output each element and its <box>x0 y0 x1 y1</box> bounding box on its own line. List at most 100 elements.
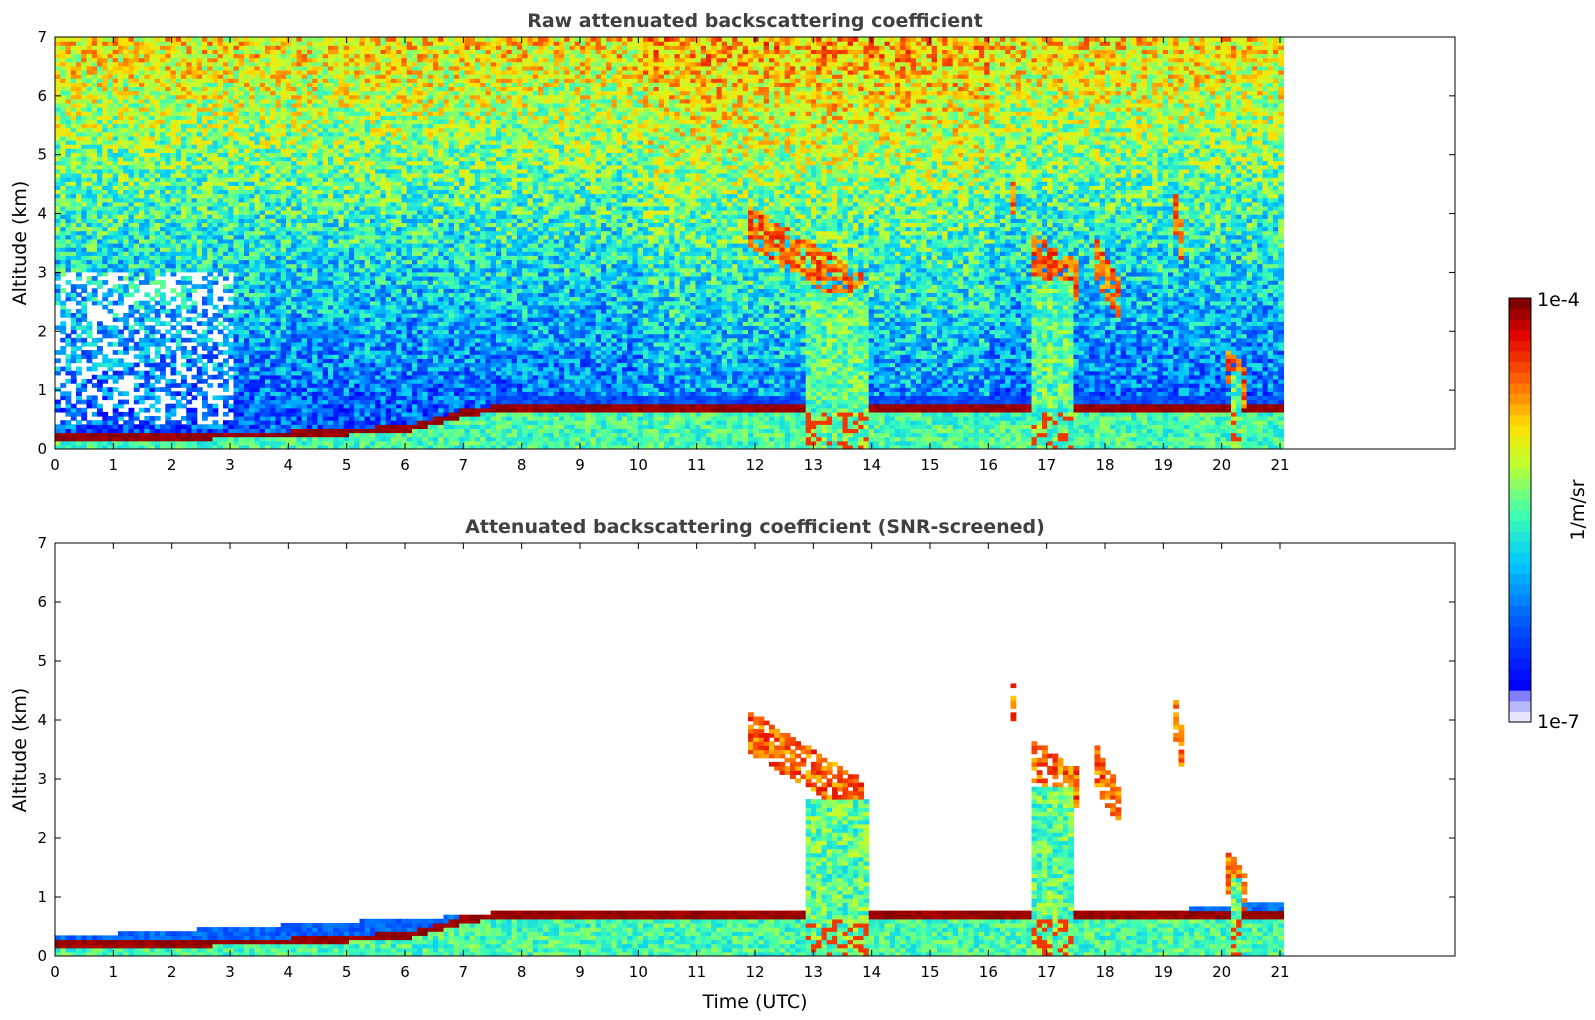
heatmap-cell <box>333 144 340 149</box>
heatmap-cell <box>128 313 135 318</box>
heatmap-cell <box>86 177 93 182</box>
heatmap-cell <box>118 296 124 302</box>
heatmap-cell <box>144 346 151 351</box>
heatmap-cell <box>65 205 72 211</box>
heatmap-cell <box>333 65 340 71</box>
heatmap-cell <box>275 218 282 224</box>
heatmap-cell <box>223 214 229 219</box>
heatmap-cell <box>191 148 198 153</box>
heatmap-cell <box>149 308 156 314</box>
heatmap-cell <box>191 218 198 224</box>
heatmap-cell <box>133 276 140 281</box>
heatmap-cell <box>112 403 119 409</box>
heatmap-cell <box>165 432 172 438</box>
heatmap-cell <box>160 119 166 125</box>
heatmap-cell <box>265 41 271 46</box>
heatmap-cell <box>181 346 187 351</box>
heatmap-cell <box>307 440 313 446</box>
heatmap-cell <box>317 53 324 59</box>
heatmap-cell <box>280 333 287 339</box>
heatmap-cell <box>102 271 109 277</box>
heatmap-cell <box>202 61 208 67</box>
heatmap-cell <box>317 173 324 178</box>
heatmap-cell <box>291 350 298 355</box>
heatmap-cell <box>254 131 261 137</box>
heatmap-cell <box>191 123 198 129</box>
heatmap-cell <box>123 156 130 162</box>
heatmap-cell <box>322 197 329 203</box>
heatmap-cell <box>102 259 109 265</box>
heatmap-cell <box>338 94 345 100</box>
heatmap-cell <box>170 57 177 63</box>
heatmap-cell <box>207 374 214 380</box>
heatmap-cell <box>139 131 145 137</box>
heatmap-cell <box>97 102 103 108</box>
heatmap-cell <box>233 333 240 339</box>
heatmap-cell <box>259 444 266 449</box>
heatmap-cell <box>76 65 82 71</box>
heatmap-cell <box>275 411 282 417</box>
heatmap-cell <box>175 424 182 430</box>
heatmap-cell <box>65 90 72 96</box>
heatmap-cell <box>81 86 88 92</box>
heatmap-cell <box>55 98 61 104</box>
heatmap-cell <box>254 135 261 141</box>
heatmap-cell <box>317 205 324 211</box>
heatmap-cell <box>128 144 135 149</box>
heatmap-cell <box>76 383 82 388</box>
heatmap-cell <box>244 152 250 158</box>
heatmap-cell <box>128 407 135 413</box>
heatmap-cell <box>170 41 177 46</box>
heatmap-cell <box>296 267 303 273</box>
heatmap-cell <box>333 238 340 244</box>
heatmap-cell <box>228 119 235 125</box>
heatmap-cell <box>70 234 77 240</box>
heatmap-cell <box>280 362 287 368</box>
heatmap-cell <box>333 350 340 355</box>
heatmap-cell <box>259 140 266 145</box>
heatmap-cell <box>228 251 235 256</box>
heatmap-cell <box>191 107 198 112</box>
heatmap-cell <box>275 164 282 170</box>
heatmap-cell <box>296 189 303 195</box>
heatmap-cell <box>322 94 329 100</box>
heatmap-cell <box>223 168 229 174</box>
heatmap-cell <box>259 177 266 182</box>
heatmap-cell <box>328 70 334 75</box>
heatmap-cell <box>196 333 203 339</box>
heatmap-cell <box>128 111 135 116</box>
heatmap-cell <box>160 78 166 83</box>
heatmap-cell <box>286 399 292 405</box>
heatmap-cell <box>343 432 350 438</box>
heatmap-cell <box>165 65 172 71</box>
heatmap-cell <box>259 205 266 211</box>
heatmap-cell <box>301 185 308 191</box>
heatmap-cell <box>112 57 119 63</box>
heatmap-cell <box>186 432 193 438</box>
heatmap-cell <box>76 86 82 92</box>
heatmap-cell <box>343 201 350 207</box>
heatmap-cell <box>112 313 119 318</box>
heatmap-cell <box>296 251 303 256</box>
heatmap-cell <box>207 111 214 116</box>
heatmap-cell <box>286 214 292 219</box>
heatmap-cell <box>333 333 340 339</box>
heatmap-cell <box>128 185 135 191</box>
heatmap-cell <box>123 164 130 170</box>
heatmap-cell <box>254 156 261 162</box>
heatmap-cell <box>254 70 261 75</box>
heatmap-cell <box>212 238 219 244</box>
heatmap-cell <box>170 86 177 92</box>
heatmap-cell <box>76 53 82 59</box>
heatmap-cell <box>76 267 82 273</box>
heatmap-cell <box>233 98 240 104</box>
heatmap-cell <box>301 362 308 368</box>
heatmap-cell <box>254 337 261 343</box>
heatmap-cell <box>301 337 308 343</box>
heatmap-cell <box>175 90 182 96</box>
heatmap-cell <box>55 370 61 376</box>
heatmap-cell <box>244 210 250 215</box>
heatmap-cell <box>202 107 208 112</box>
heatmap-cell <box>70 292 77 298</box>
heatmap-cell <box>328 135 334 141</box>
